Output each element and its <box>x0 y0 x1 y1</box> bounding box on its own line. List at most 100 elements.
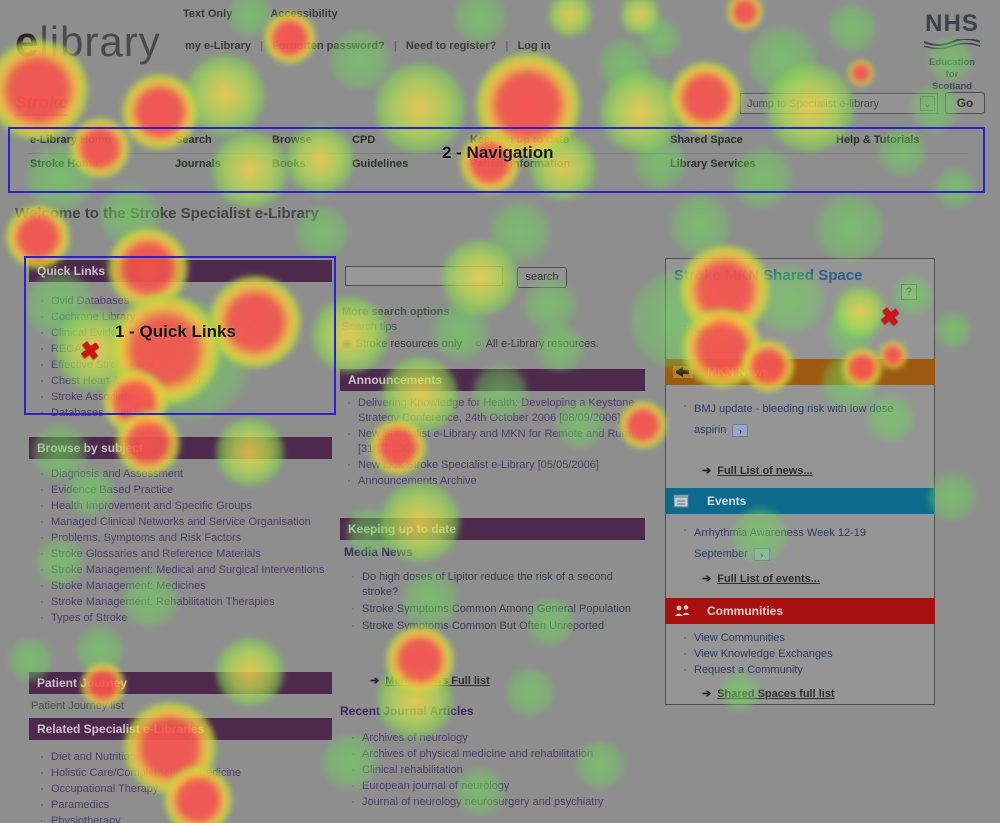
list-item-link[interactable]: Chest Heart & Stroke Scotland <box>51 375 201 387</box>
list-item: · Do high doses of Lipitor reduce the ris… <box>344 570 644 600</box>
nav-cpd[interactable]: CPD <box>352 134 376 146</box>
arrow-icon: ➔ <box>702 573 712 585</box>
list-item-link[interactable]: Holistic Care/Complementary Medicine <box>51 767 242 779</box>
radio-stroke-only-label[interactable]: Stroke resources only <box>355 338 462 350</box>
list-item-link[interactable]: New look Stroke Specialist e-Library [05… <box>358 459 599 471</box>
list-item-link[interactable]: BMJ update - bleeding risk with low dose… <box>694 403 894 437</box>
nav-search[interactable]: Search <box>175 134 212 146</box>
text-only-link[interactable]: Text Only <box>183 8 233 20</box>
nav-stroke-home[interactable]: Stroke Home <box>30 158 98 170</box>
list-item-link[interactable]: Problems, Symptoms and Risk Factors <box>51 532 242 544</box>
list-item-link[interactable]: Physiotherapy <box>51 815 121 823</box>
list-item-link[interactable]: Clinical Evidence <box>51 327 135 339</box>
radio-unselected-icon[interactable]: ○ <box>475 338 482 350</box>
nav-patient-information[interactable]: Patient Information <box>470 158 571 170</box>
search-input[interactable] <box>345 266 503 286</box>
nav-journals[interactable]: Journals <box>175 158 221 170</box>
full-list-of-events-link[interactable]: ➔ Full List of events... <box>702 573 820 585</box>
more-search-options-link[interactable]: More search options <box>342 306 450 318</box>
nav-keeping-up-to-date[interactable]: Keeping up to date <box>470 134 569 146</box>
heat-blob-mild <box>490 202 550 262</box>
list-item: · BMJ update - bleeding risk with low dos… <box>676 399 921 441</box>
list-item: · Health Improvement and Specific Groups <box>33 499 332 514</box>
patient-journey-list-link[interactable]: Patient Journey list <box>31 700 124 712</box>
list-item-link[interactable]: Health Improvement and Specific Groups <box>51 500 253 512</box>
browse-by-subject-header: Browse by subject <box>29 437 332 459</box>
chevron-right-button[interactable]: › <box>753 547 770 561</box>
list-item-link[interactable]: Databases - Full list <box>51 407 148 419</box>
bullet-icon: · <box>40 799 44 811</box>
list-item-link[interactable]: Stroke Management: Rehabilitation Therap… <box>51 596 275 608</box>
list-item-link[interactable]: New Specialist e-Library and MKN for Rem… <box>358 428 634 455</box>
list-item: · Stroke Management: Medical and Surgical… <box>33 563 332 578</box>
nav-library-services[interactable]: Library Services <box>670 158 756 170</box>
list-item-link[interactable]: Do high doses of Lipitor reduce the risk… <box>362 571 613 598</box>
list-item-link[interactable]: RECAL <box>51 343 88 355</box>
list-item-link[interactable]: Paramedics <box>51 799 110 811</box>
chevron-right-button[interactable]: › <box>732 423 749 437</box>
list-item-link[interactable]: Request a Community <box>694 664 803 676</box>
list-item-link[interactable]: Announcements Archive <box>358 475 477 487</box>
list-item-link[interactable]: Archives of neurology <box>362 732 468 744</box>
my-elibrary-link[interactable]: my e-Library <box>185 40 272 52</box>
list-item-link[interactable]: Stroke Management: Medicines <box>51 580 206 592</box>
full-list-of-news-link[interactable]: ➔ Full List of news... <box>702 465 813 477</box>
list-item-link[interactable]: Archives of physical medicine and rehabi… <box>362 748 594 760</box>
nav-elibrary-home[interactable]: e-Library Home <box>30 134 111 146</box>
list-item-link[interactable]: Stroke Glossaries and Reference Material… <box>51 548 261 560</box>
heat-blob-mild <box>748 26 816 94</box>
list-item-link[interactable]: View Knowledge Exchanges <box>694 648 833 660</box>
list-item: · Chest Heart & Stroke Scotland <box>33 374 332 389</box>
list-item-link[interactable]: Effective Stroke Care <box>51 359 155 371</box>
need-register-link[interactable]: Need to register? <box>406 40 518 52</box>
radio-selected-icon[interactable]: ◉ <box>342 338 352 350</box>
jump-to-library-select[interactable]: Jump to Specialist e-library ⌄ <box>740 93 938 114</box>
help-icon[interactable]: ? <box>901 284 917 300</box>
media-news-full-list-link[interactable]: ➔ Media News Full list <box>370 675 490 687</box>
list-item: · Stroke Association <box>33 390 332 405</box>
list-item-link[interactable]: European journal of neurology <box>362 780 510 792</box>
bullet-icon: · <box>351 620 355 632</box>
list-item-link[interactable]: Delivering Knowledge for Health: Develop… <box>358 397 635 424</box>
heat-blob-hot <box>848 60 874 86</box>
list-item-link[interactable]: Stroke Association <box>51 391 142 403</box>
bullet-icon: · <box>351 796 355 808</box>
quick-links-header: Quick Links <box>29 260 332 282</box>
heat-blob-mild <box>330 30 390 90</box>
accessibility-link[interactable]: Accessibility <box>270 8 338 20</box>
nav-shared-space[interactable]: Shared Space <box>670 134 743 146</box>
list-item-link[interactable]: Managed Clinical Networks and Service Or… <box>51 516 311 528</box>
list-item-link[interactable]: Ovid Databases <box>51 295 130 307</box>
list-item-link[interactable]: Types of Stroke <box>51 612 128 624</box>
go-button[interactable]: Go <box>945 92 985 114</box>
list-item-link[interactable]: Diagnosis and Assessment <box>51 468 184 480</box>
nav-guidelines[interactable]: Guidelines <box>352 158 409 170</box>
login-link[interactable]: Log in <box>517 40 551 52</box>
bullet-icon: · <box>40 783 44 795</box>
nav-help-tutorials[interactable]: Help & Tutorials <box>836 134 920 146</box>
shared-spaces-full-list-link[interactable]: ➔ Shared Spaces full list <box>702 688 835 700</box>
list-item-link[interactable]: Arrhythmia Awareness Week 12-19 Septembe… <box>694 527 867 561</box>
list-item: · Arrhythmia Awareness Week 12-19 Septemb… <box>676 523 921 565</box>
list-item-link[interactable]: Cochrane Library <box>51 311 136 323</box>
nav-browse[interactable]: Browse <box>272 134 312 146</box>
forgotten-password-link[interactable]: Forgotten password? <box>272 40 406 52</box>
search-button[interactable]: search <box>517 267 567 288</box>
list-item-link[interactable]: Stroke Management: Medical and Surgical … <box>51 564 325 576</box>
topbar-links: Text Only Accessibility <box>183 8 376 20</box>
list-item-link[interactable]: Occupational Therapy <box>51 783 159 795</box>
list-item-link[interactable]: Stroke Symptoms Common But Often Unrepor… <box>362 620 605 632</box>
list-item-link[interactable]: Clinical rehabilitation <box>362 764 463 776</box>
list-item: · View Knowledge Exchanges <box>676 647 926 662</box>
radio-all-resources-label[interactable]: All e-Library resources. <box>485 338 599 350</box>
list-item-link[interactable]: Diet and Nutrition <box>51 751 136 763</box>
list-item-link[interactable]: Evidence Based Practice <box>51 484 174 496</box>
bullet-icon: · <box>351 571 355 583</box>
nav-books[interactable]: Books <box>272 158 306 170</box>
list-item-link[interactable]: View Communities <box>694 632 785 644</box>
chevron-down-icon[interactable]: ⌄ <box>920 96 935 111</box>
list-item-link[interactable]: Stroke <box>694 323 726 335</box>
search-tips-link[interactable]: Search tips <box>342 321 398 333</box>
list-item-link[interactable]: Journal of neurology neurosurgery and ps… <box>362 796 604 808</box>
list-item-link[interactable]: Stroke Symptoms Common Among General Pop… <box>362 603 632 615</box>
